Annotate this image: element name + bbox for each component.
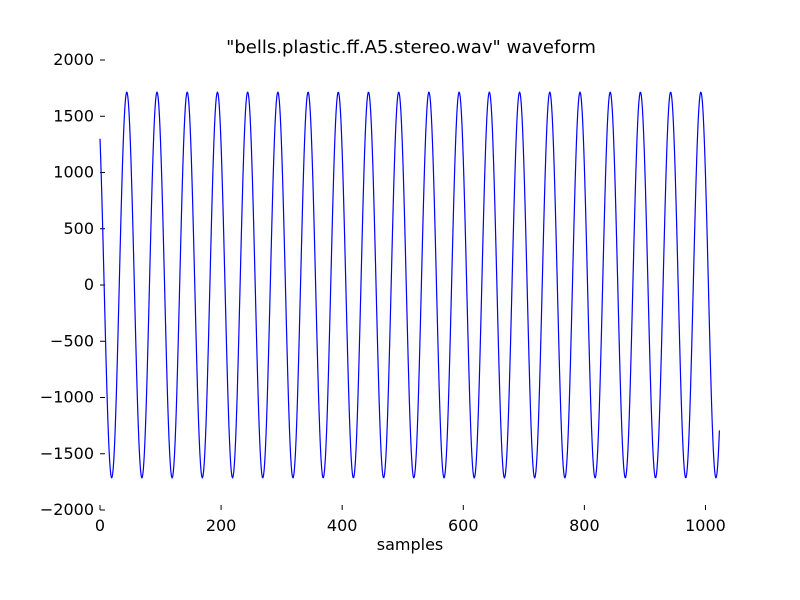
y-tick-label: 0 [84, 275, 94, 294]
x-tick-label: 400 [327, 516, 358, 535]
y-tick-label: 1000 [53, 163, 94, 182]
y-tick-label: −2000 [40, 500, 94, 519]
y-tick-label: 1500 [53, 106, 94, 125]
waveform-line [99, 91, 720, 479]
x-axis: 0 200 400 600 800 1000 [95, 505, 726, 535]
x-tick-label: 800 [569, 516, 600, 535]
y-tick-label: −1000 [40, 388, 94, 407]
x-tick-label: 1000 [685, 516, 726, 535]
y-axis: −2000 −1500 −1000 −500 0 500 1000 1500 2000 [40, 50, 105, 519]
x-tick-label: 200 [206, 516, 237, 535]
y-tick-label: −1500 [40, 444, 94, 463]
y-tick-label: 2000 [53, 50, 94, 69]
y-tick-label: −500 [50, 331, 94, 350]
chart-title: "bells.plastic.ff.A5.stereo.wav" wavefor… [226, 37, 596, 58]
series-layer [99, 91, 720, 479]
x-tick-label: 600 [448, 516, 479, 535]
y-tick-label: 500 [63, 219, 94, 238]
x-tick-label: 0 [95, 516, 105, 535]
x-axis-label: samples [377, 535, 444, 554]
